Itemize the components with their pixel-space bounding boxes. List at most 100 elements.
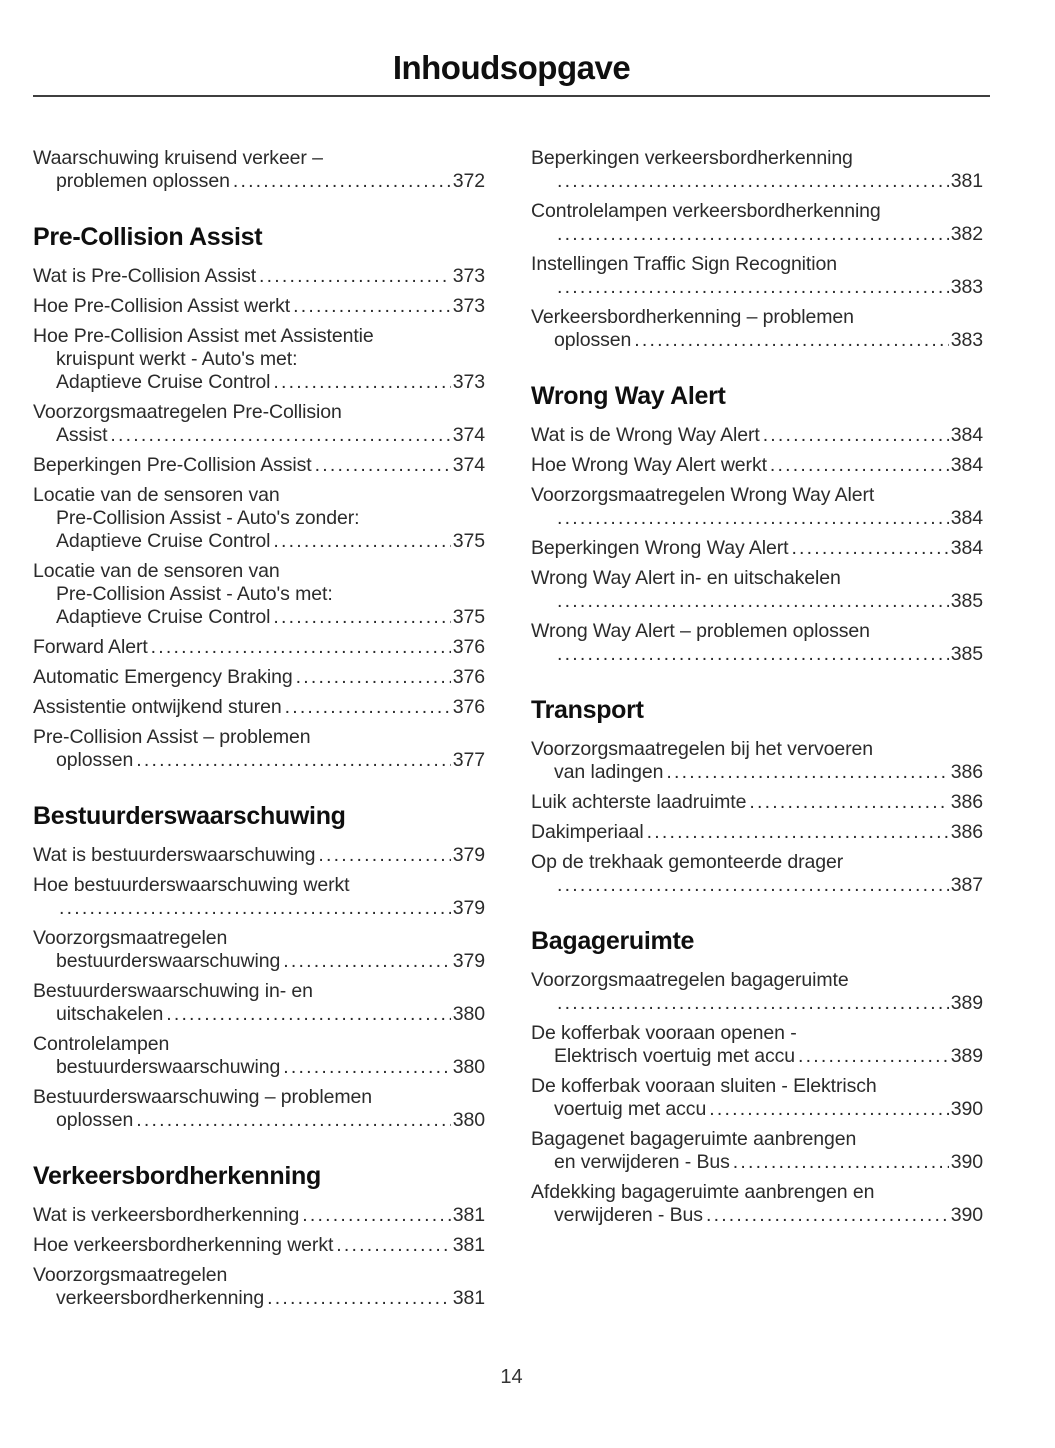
toc-entry-text: uitschakelen [56,1002,164,1025]
toc-page-number: 377 [452,749,485,772]
toc-entry: Voorzorgsmaatregelen Wrong Way Alert 384 [531,484,983,530]
dot-leader [554,992,949,1015]
toc-page-number: 373 [452,295,485,318]
dot-leader [554,223,949,246]
page-number: 14 [500,1366,523,1388]
dot-leader [730,1151,949,1174]
toc-entry-text: Automatic Emergency Braking [33,666,293,689]
toc-entry: Forward Alert 376 [33,636,485,659]
dot-leader [554,590,949,613]
toc-entry-line: 385 [531,590,983,613]
toc-entry-line: Wat is verkeersbordherkenning 381 [33,1204,485,1227]
toc-entry-line: Hoe Pre-Collision Assist werkt 373 [33,295,485,318]
toc-entry-line: Assistentie ontwijkend sturen 376 [33,696,485,719]
toc-entry-line: Adaptieve Cruise Control 373 [33,371,485,394]
toc-entry: Instellingen Traffic Sign Recognition 383 [531,253,983,299]
toc-page-number: 376 [452,696,485,719]
toc-entry-text: en verwijderen - Bus [554,1150,730,1173]
toc-entry-line: 384 [531,507,983,530]
toc-page-number: 373 [452,371,485,394]
toc-entry-line: Bestuurderswaarschuwing in- en [33,979,313,1002]
toc-entry-line: Locatie van de sensoren van [33,560,280,583]
toc-entry-line: Beperkingen verkeersbordherkenning [531,147,853,170]
toc-entry-line: 379 [33,897,485,920]
toc-entry-line: verwijderen - Bus 390 [531,1204,983,1227]
dot-leader [315,844,450,867]
page-footer: 14 [33,1366,990,1389]
toc-entry: De kofferbak vooraan openen - Elektrisch … [531,1022,983,1068]
dot-leader [290,295,451,318]
toc-page-number: 384 [950,454,983,477]
toc-entry: Voorzorgsmaatregelen bij het vervoeren va… [531,738,983,784]
toc-entry: Assistentie ontwijkend sturen 376 [33,696,485,719]
toc-entry-text: oplossen [554,329,632,352]
toc-entry-line: Controlelampen verkeersbordherkenning [531,200,881,223]
dot-leader [163,1003,451,1026]
toc-entry-text: Hoe Wrong Way Alert werkt [531,454,767,477]
dot-leader [644,821,949,844]
header-divider [33,95,990,98]
toc-entry: Bestuurderswaarschuwing in- en uitschakel… [33,980,485,1026]
page-header: Inhoudsopgave [33,0,990,98]
toc-entry-line: 387 [531,874,983,897]
toc-page-number: 375 [452,606,485,629]
toc-columns: Waarschuwing kruisend verkeer – problemen… [33,147,990,1316]
toc-entry-line: Voorzorgsmaatregelen [33,926,228,949]
dot-leader [293,666,451,689]
toc-entry-text: Wat is de Wrong Way Alert [531,424,760,447]
toc-group: Transport Voorzorgsmaatregelen bij het ve… [531,696,983,897]
toc-entry-line: Wat is Pre-Collision Assist 373 [33,265,485,288]
toc-page-number: 386 [950,760,983,783]
toc-entry-text: Beperkingen Wrong Way Alert [531,537,789,560]
toc-entry-line: Afdekking bagageruimte aanbrengen en [531,1180,875,1203]
dot-leader [706,1098,949,1121]
toc-entry-line: 381 [531,170,983,193]
toc-entry-line: Pre-Collision Assist - Auto's met: [56,583,333,606]
toc-entry-line: van ladingen 386 [531,761,983,784]
toc-entry-text: Adaptieve Cruise Control [56,371,271,394]
toc-entry-line: Wrong Way Alert in- en uitschakelen [531,567,841,590]
toc-entry: Wrong Way Alert – problemen oplossen 385 [531,620,983,666]
dot-leader [256,265,451,288]
toc-page-number: 380 [452,1108,485,1131]
dot-leader [264,1287,451,1310]
toc-entry: Voorzorgsmaatregelen Pre-Collision Assist… [33,401,485,447]
dot-leader [631,329,948,352]
toc-entry: Wat is de Wrong Way Alert 384 [531,424,983,447]
toc-entry-line: verkeersbordherkenning 381 [33,1287,485,1310]
dot-leader [554,874,949,897]
toc-page-number: 374 [452,454,485,477]
toc-entry: Bestuurderswaarschuwing – problemen oplos… [33,1086,485,1132]
dot-leader [760,424,949,447]
toc-entry-line: Voorzorgsmaatregelen Pre-Collision [33,401,342,424]
toc-group: Beperkingen verkeersbordherkenning 381 Con… [531,147,983,352]
toc-entry-line: oplossen 377 [33,749,485,772]
toc-entry: Wat is verkeersbordherkenning 381 [33,1204,485,1227]
toc-group: Pre-Collision Assist Wat is Pre-Collision… [33,223,485,772]
toc-page-number: 382 [950,223,983,246]
toc-entry-line: Voorzorgsmaatregelen Wrong Way Alert [531,484,875,507]
toc-entry-line: Verkeersbordherkenning – problemen [531,306,854,329]
toc-entry: Luik achterste laadruimte 386 [531,791,983,814]
toc-entry: Verkeersbordherkenning – problemen oploss… [531,306,983,352]
section-heading: Bestuurderswaarschuwing [33,802,346,831]
toc-entry-line: Luik achterste laadruimte 386 [531,791,983,814]
dot-leader [703,1204,949,1227]
toc-entry-line: oplossen 380 [33,1109,485,1132]
toc-entry-line: oplossen 383 [531,329,983,352]
toc-entry-text: Adaptieve Cruise Control [56,606,271,629]
toc-group: Verkeersbordherkenning Wat is verkeersbor… [33,1162,485,1310]
toc-entry-line: bestuurderswaarschuwing 380 [33,1056,485,1079]
toc-page-number: 372 [452,170,485,193]
toc-entry-text: Hoe verkeersbordherkenning werkt [33,1233,334,1256]
toc-entry-text: Elektrisch voertuig met accu [554,1044,796,1067]
toc-page-number: 379 [452,896,485,919]
toc-entry: Locatie van de sensoren van Pre-Collision… [33,560,485,629]
toc-entry-text: voertuig met accu [554,1097,707,1120]
toc-entry-line: Bagagenet bagageruimte aanbrengen [531,1127,857,1150]
toc-entry-line: Op de trekhaak gemonteerde drager [531,850,844,873]
dot-leader [280,1056,451,1079]
toc-page-number: 381 [452,1286,485,1309]
toc-entry: Hoe Wrong Way Alert werkt 384 [531,454,983,477]
toc-entry: Beperkingen Pre-Collision Assist 374 [33,454,485,477]
